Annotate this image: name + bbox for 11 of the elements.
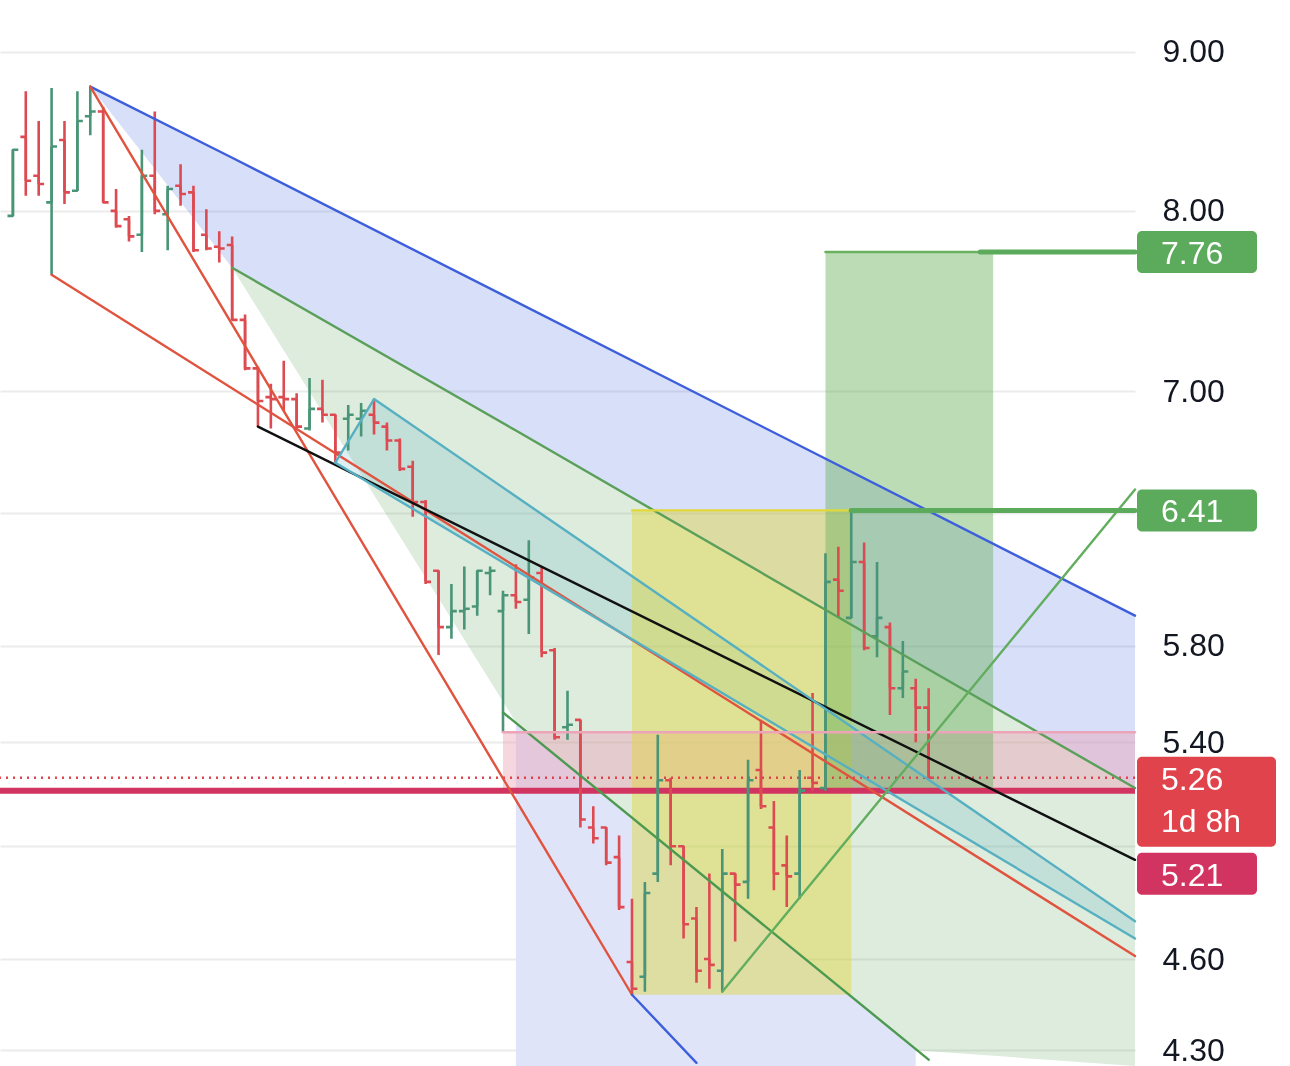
ref-line-label: 5.21	[1161, 856, 1224, 893]
ref-line-label: 5.26 1d 8h	[1161, 760, 1242, 839]
y-tick-label: 7.00	[1162, 372, 1225, 409]
y-tick-label: 8.00	[1162, 192, 1225, 229]
y-tick-label: 4.30	[1162, 1031, 1225, 1066]
data-label: 6.41	[1161, 493, 1224, 530]
data-label: 7.76	[1161, 235, 1224, 272]
y-tick-label: 4.60	[1162, 940, 1225, 977]
y-tick-label: 9.00	[1162, 33, 1225, 70]
y-tick-label: 5.40	[1162, 723, 1225, 760]
y-tick-label: 5.80	[1162, 627, 1225, 664]
